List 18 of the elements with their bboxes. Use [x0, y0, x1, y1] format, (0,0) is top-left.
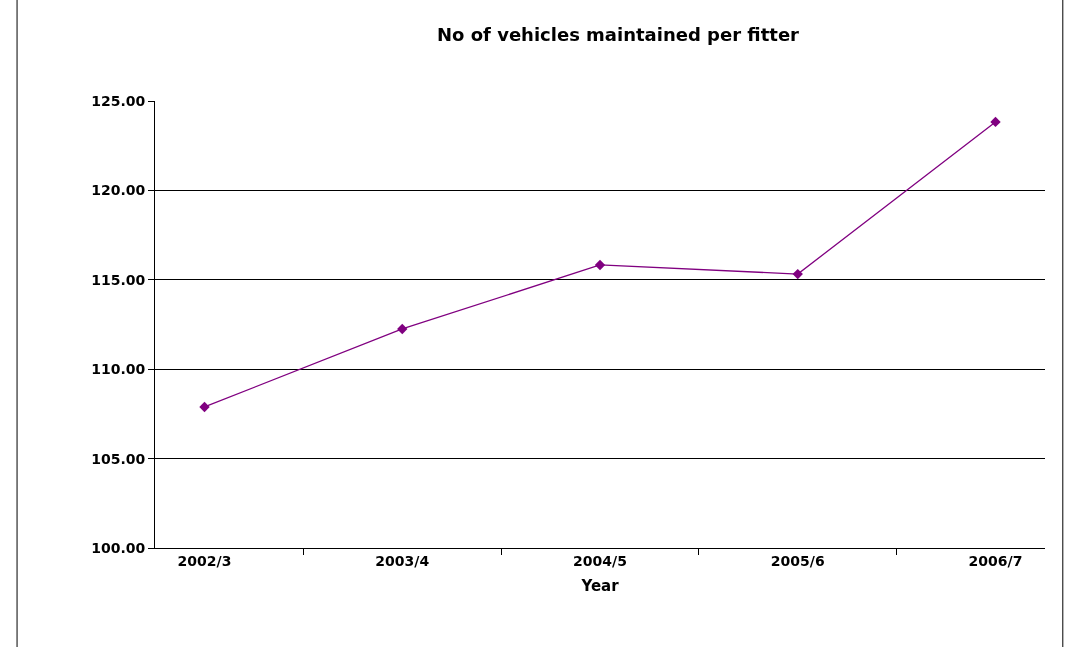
x-tick-label: 2004/5: [573, 552, 627, 569]
y-tick-label: 100.00: [91, 539, 146, 556]
y-tick-label: 105.00: [91, 450, 146, 467]
chart-title: No of vehicles maintained per fitter: [437, 24, 800, 45]
x-axis-title: Year: [580, 576, 620, 595]
y-tick-label: 115.00: [91, 271, 146, 288]
y-tick-label: 125.00: [91, 92, 146, 109]
y-tick-label: 120.00: [91, 182, 146, 199]
point: [594, 259, 606, 271]
x-tick-label: 2002/3: [177, 552, 232, 569]
x-tick-label: 2005/6: [770, 552, 825, 569]
point: [397, 323, 408, 335]
point: [990, 116, 1001, 128]
point: [792, 268, 803, 280]
x-tick-label: 2003/4: [375, 552, 430, 569]
y-tick-label: 110.00: [91, 361, 146, 378]
x-tick-label: 2006/7: [968, 552, 1023, 569]
point: [199, 401, 210, 413]
